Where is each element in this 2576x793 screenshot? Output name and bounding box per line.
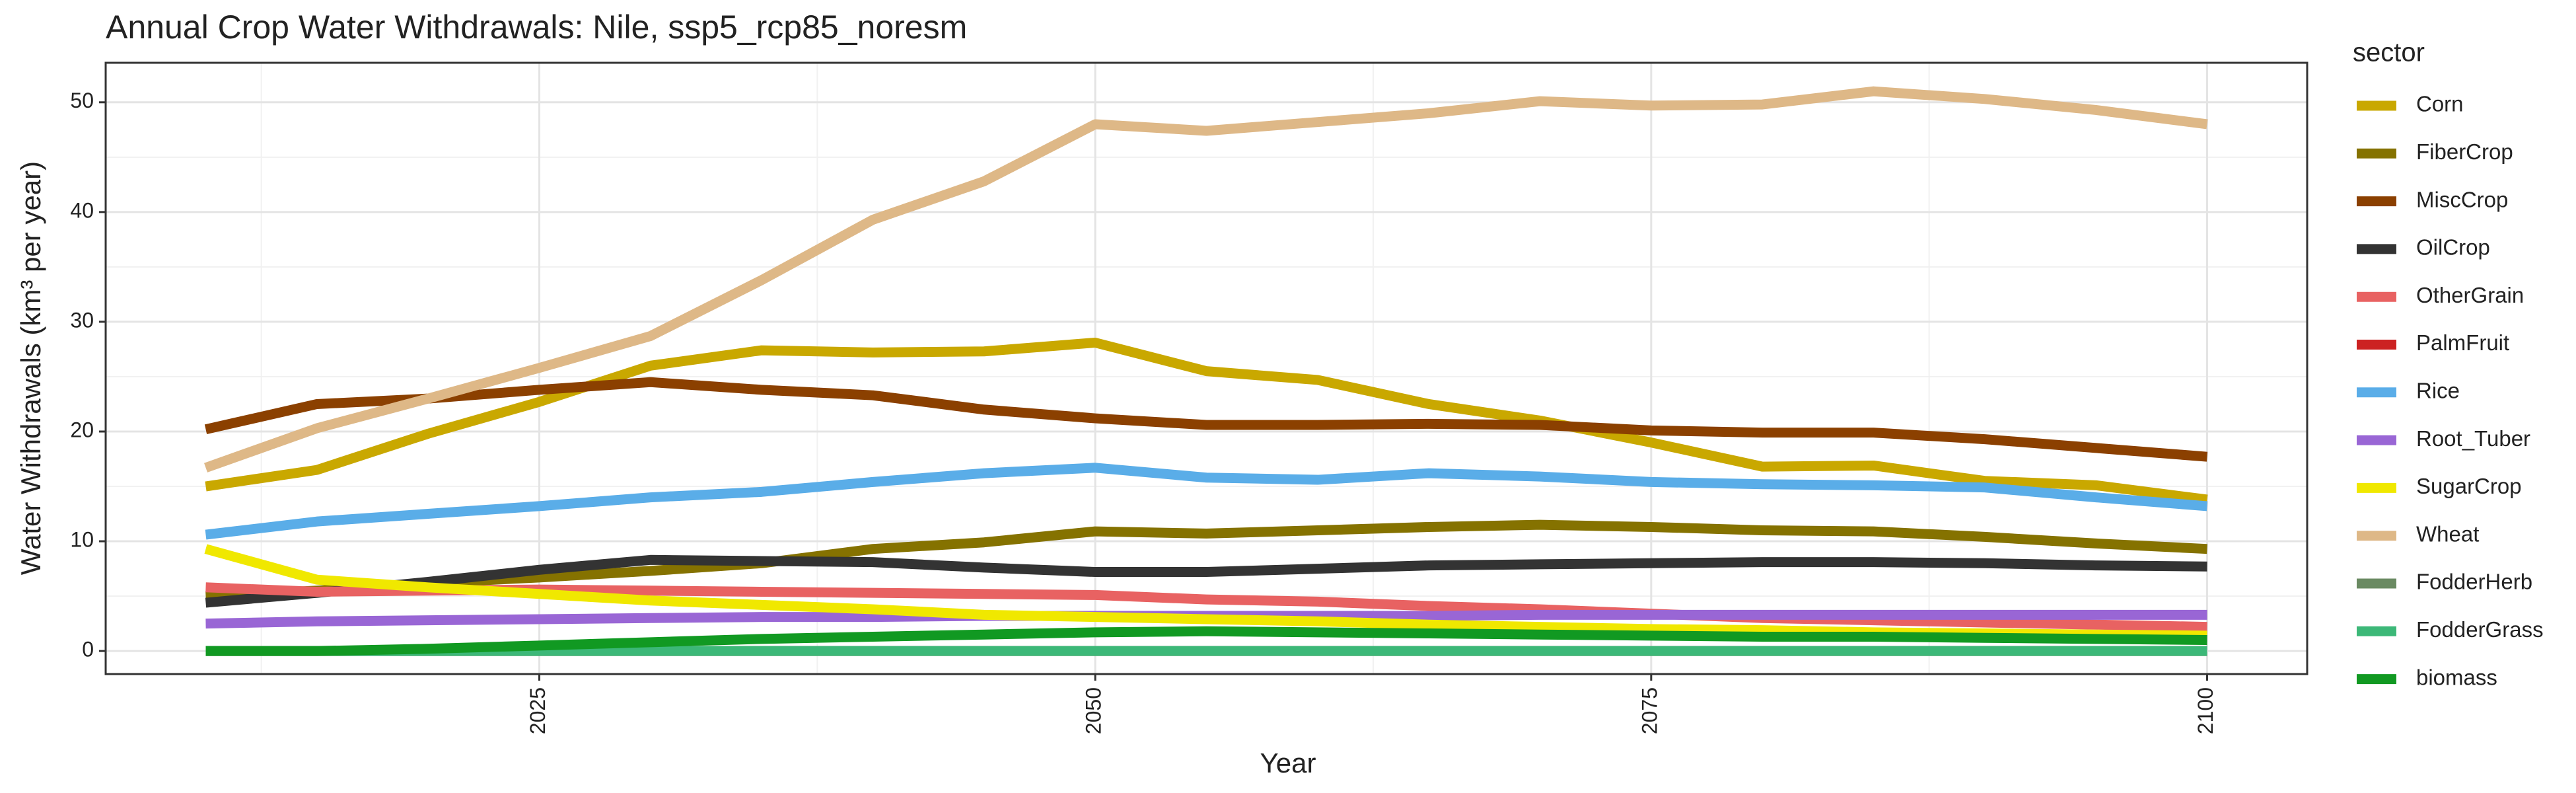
series-line xyxy=(205,463,2208,540)
x-tick-label: 2025 xyxy=(526,687,550,734)
legend-label: Rice xyxy=(2416,379,2460,403)
series-line xyxy=(205,519,2207,601)
y-tick-label: 0 xyxy=(82,638,94,661)
legend-label: FiberCrop xyxy=(2416,139,2513,164)
legend-label: PalmFruit xyxy=(2416,330,2509,355)
legend-title: sector xyxy=(2353,38,2425,67)
legend-label: FodderHerb xyxy=(2416,570,2532,594)
plot-border xyxy=(104,61,2308,675)
series-line xyxy=(205,337,2208,505)
y-tick-label: 10 xyxy=(70,528,94,552)
x-tick-label: 2075 xyxy=(1637,687,1661,734)
legend-label: SugarCrop xyxy=(2416,474,2522,498)
legend-label: MiscCrop xyxy=(2416,187,2508,211)
legend-label: Wheat xyxy=(2416,521,2479,546)
legend-label: Corn xyxy=(2416,92,2464,116)
series-line xyxy=(204,377,2208,462)
y-tick-label: 20 xyxy=(70,418,94,441)
chart-title: Annual Crop Water Withdrawals: Nile, ssp… xyxy=(106,9,967,46)
series-line xyxy=(205,626,2207,656)
legend-label: OtherGrain xyxy=(2416,283,2524,307)
legend-label: OilCrop xyxy=(2416,235,2490,260)
series-line xyxy=(203,86,2208,472)
legend-label: FodderGrass xyxy=(2416,617,2544,642)
y-tick-label: 30 xyxy=(70,308,94,332)
x-tick-label: 2100 xyxy=(2194,687,2217,734)
legend-label: biomass xyxy=(2416,665,2497,689)
y-tick-label: 40 xyxy=(70,198,94,222)
x-tick-label: 2050 xyxy=(1082,687,1106,734)
y-tick-label: 50 xyxy=(70,89,94,112)
series-line xyxy=(205,554,2207,608)
x-axis-label: Year xyxy=(1260,747,1316,778)
y-axis-label: Water Withdrawals (km³ per year) xyxy=(15,161,46,575)
legend-label: Root_Tuber xyxy=(2416,426,2530,451)
